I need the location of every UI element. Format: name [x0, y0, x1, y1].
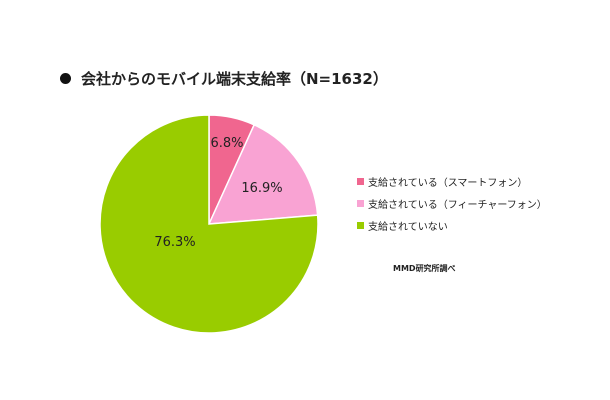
- source-note: MMD研究所調べ: [393, 264, 456, 273]
- slice-value-label-1: 6.8%: [210, 136, 243, 151]
- legend-label-1: 支給されている（スマートフォン）: [368, 177, 528, 189]
- chart-title-text: 会社からのモバイル端末支給率（N=1632）: [81, 70, 388, 88]
- legend-item-3: 支給されていない: [357, 214, 547, 236]
- legend: 支給されている（スマートフォン） 支給されている（フィーチャーフォン） 支給されてい…: [357, 170, 547, 236]
- chart-title: 会社からのモバイル端末支給率（N=1632）: [60, 68, 388, 89]
- slice-value-label-2: 16.9%: [241, 181, 282, 196]
- pie-slice-2: [207, 123, 319, 225]
- pie-slice-3: [99, 114, 319, 334]
- legend-item-1: 支給されている（スマートフォン）: [357, 170, 547, 192]
- legend-label-2: 支給されている（フィーチャーフォン）: [368, 199, 547, 211]
- legend-swatch-1: [357, 177, 364, 185]
- title-bullet-icon: [60, 73, 71, 84]
- legend-swatch-2: [357, 199, 364, 207]
- legend-item-2: 支給されている（フィーチャーフォン）: [357, 192, 547, 214]
- legend-swatch-3: [357, 221, 364, 229]
- legend-label-3: 支給されていない: [368, 221, 448, 233]
- slice-value-label-3: 76.3%: [154, 235, 195, 250]
